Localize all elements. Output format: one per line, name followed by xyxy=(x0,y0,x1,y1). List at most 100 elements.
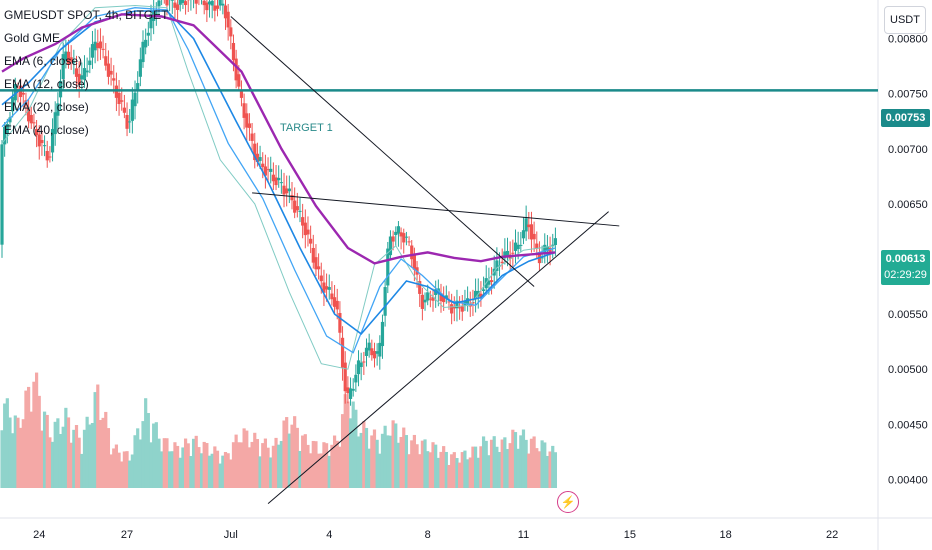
legend-line-4[interactable]: EMA (20, close) xyxy=(4,100,89,114)
volume-bar xyxy=(479,446,483,488)
candle xyxy=(455,300,459,309)
ema-line-ema6[interactable] xyxy=(1,4,556,370)
volume-bar xyxy=(301,435,305,488)
volume-bar xyxy=(434,444,438,488)
currency-button[interactable]: USDT xyxy=(884,6,926,34)
candle xyxy=(516,244,520,250)
candle xyxy=(149,15,153,29)
volume-bar xyxy=(439,451,443,488)
lightning-icon[interactable]: ⚡ xyxy=(557,491,579,513)
volume-bar xyxy=(170,451,174,488)
volume-bar xyxy=(487,455,491,488)
volume-bar xyxy=(117,452,121,488)
ema-line-ema12[interactable] xyxy=(1,7,556,354)
candle xyxy=(74,68,79,77)
volume-bar xyxy=(330,444,334,488)
volume-bar xyxy=(285,417,289,488)
trendline[interactable] xyxy=(230,16,535,287)
y-tick-label: 0.00700 xyxy=(888,144,928,156)
volume-bar xyxy=(66,417,71,488)
candle xyxy=(540,257,544,259)
candle xyxy=(404,236,409,238)
candle xyxy=(527,224,531,228)
volume-bar xyxy=(194,435,198,488)
candle xyxy=(210,0,214,6)
candle xyxy=(351,388,355,391)
volume-bar xyxy=(537,451,542,488)
volume-bar xyxy=(402,427,406,488)
volume-bar xyxy=(348,418,353,488)
candle xyxy=(412,253,416,270)
volume-bar xyxy=(532,436,536,488)
candle xyxy=(202,0,206,6)
trendline[interactable] xyxy=(252,192,620,227)
candle xyxy=(271,174,275,182)
volume-bar xyxy=(420,440,424,488)
candle xyxy=(447,301,451,303)
volume-bar xyxy=(500,439,504,488)
volume-bar xyxy=(213,446,217,488)
volume-bar xyxy=(290,424,294,488)
volume-bar xyxy=(346,401,350,488)
volume-bar xyxy=(223,452,228,488)
volume-bar xyxy=(160,451,164,488)
volume-bar xyxy=(426,451,430,488)
candle xyxy=(247,123,252,128)
candle xyxy=(170,0,174,1)
volume-bar xyxy=(149,442,153,488)
volume-bar xyxy=(322,442,326,488)
trendline[interactable] xyxy=(267,211,609,505)
candle xyxy=(205,2,209,11)
volume-bar xyxy=(96,384,100,488)
ema-line-ema40[interactable] xyxy=(1,13,556,265)
candle xyxy=(306,229,310,235)
target-annotation[interactable]: TARGET 1 xyxy=(280,122,333,134)
candle xyxy=(511,252,515,254)
candle xyxy=(426,292,430,301)
legend-line-5[interactable]: EMA (40, close) xyxy=(4,123,89,137)
legend-symbol[interactable]: GMEUSDT SPOT, 4h, BITGET xyxy=(4,8,169,22)
candle xyxy=(48,156,52,158)
candle xyxy=(11,97,15,112)
candle xyxy=(431,296,435,301)
y-tick-label: 0.00750 xyxy=(888,89,928,101)
candle xyxy=(93,41,97,51)
candle xyxy=(27,107,31,122)
volume-bar xyxy=(77,437,81,488)
volume-bar xyxy=(380,433,385,488)
candle xyxy=(473,290,478,300)
volume-bar xyxy=(144,398,148,488)
volume-bar xyxy=(112,448,116,488)
volume-bar xyxy=(138,439,142,488)
candle xyxy=(112,78,116,81)
x-tick-label: 8 xyxy=(425,529,431,541)
volume-bar xyxy=(74,425,79,488)
candle xyxy=(181,0,185,3)
volume-bar xyxy=(133,435,137,488)
candle xyxy=(277,177,281,181)
candle xyxy=(245,113,249,128)
x-tick-label: 24 xyxy=(33,529,45,541)
legend-line-3[interactable]: EMA (12, close) xyxy=(4,77,89,91)
candle xyxy=(215,5,220,9)
candle xyxy=(37,134,41,147)
volume-bar xyxy=(543,442,547,488)
volume-bar xyxy=(154,422,158,488)
legend-line-2[interactable]: EMA (6, close) xyxy=(4,54,83,68)
volume-bar xyxy=(372,429,377,488)
candle xyxy=(122,107,126,113)
volume-bar xyxy=(535,448,539,488)
volume-bar xyxy=(237,442,241,488)
candle xyxy=(128,121,132,123)
candle xyxy=(42,145,47,147)
legend-line-1[interactable]: Gold GME xyxy=(4,31,61,45)
volume-bar xyxy=(64,407,68,488)
volume-bar xyxy=(183,438,188,488)
candle xyxy=(82,68,87,80)
candle xyxy=(343,362,347,392)
candle xyxy=(229,27,233,37)
volume-bar xyxy=(466,459,470,488)
volume-bar xyxy=(266,447,270,488)
candle xyxy=(503,251,507,259)
